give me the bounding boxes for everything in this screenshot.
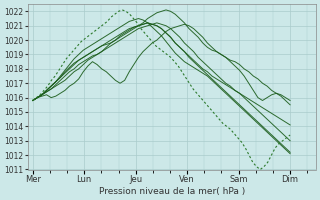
X-axis label: Pression niveau de la mer( hPa ): Pression niveau de la mer( hPa ): [99, 187, 245, 196]
